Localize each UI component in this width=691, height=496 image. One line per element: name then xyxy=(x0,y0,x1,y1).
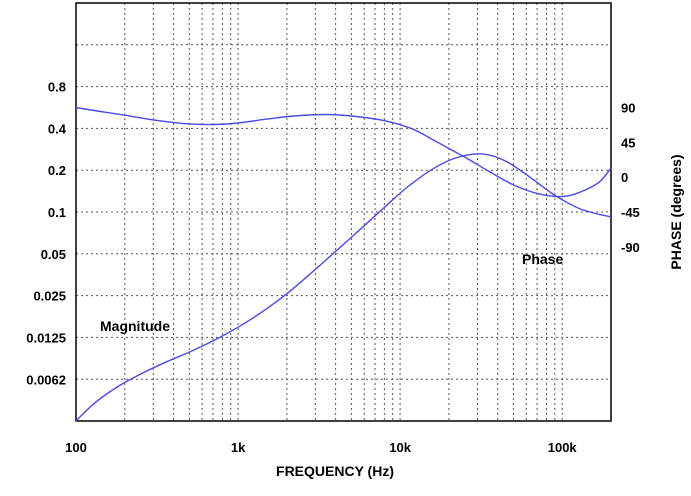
left-tick-label: 0.025 xyxy=(33,289,66,304)
magnitude-label: Magnitude xyxy=(100,318,170,334)
x-tick-label: 10k xyxy=(389,440,411,455)
right-tick-label: -90 xyxy=(621,240,640,255)
right-tick-label: 90 xyxy=(621,101,635,116)
left-tick-label: 0.4 xyxy=(48,121,67,136)
left-tick-label: 0.05 xyxy=(41,247,66,262)
text-layer: FREQUENCY (Hz) PHASE (degrees) Magnitude… xyxy=(26,80,684,479)
plot-frame xyxy=(75,2,612,422)
x-tick-label: 100k xyxy=(548,440,578,455)
right-tick-label: -45 xyxy=(621,205,640,220)
left-tick-label: 0.1 xyxy=(48,205,66,220)
right-tick-label: 0 xyxy=(621,170,628,185)
phase-label: Phase xyxy=(522,251,563,267)
series-layer xyxy=(75,106,612,422)
right-tick-label: 45 xyxy=(621,135,635,150)
left-tick-label: 0.8 xyxy=(48,80,66,95)
x-tick-label: 1k xyxy=(231,440,246,455)
phase-curve xyxy=(75,106,612,198)
left-tick-label: 0.2 xyxy=(48,163,66,178)
right-axis-title: PHASE (degrees) xyxy=(668,154,684,269)
x-axis-title: FREQUENCY (Hz) xyxy=(276,463,394,479)
left-tick-label: 0.0125 xyxy=(26,330,66,345)
x-tick-label: 100 xyxy=(65,440,87,455)
left-tick-label: 0.0062 xyxy=(26,373,66,388)
grid-layer xyxy=(76,3,611,421)
magnitude-curve xyxy=(75,153,612,422)
